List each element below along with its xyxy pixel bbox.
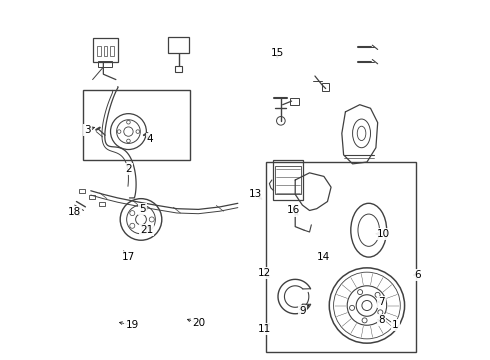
Text: 4: 4: [147, 134, 153, 144]
Bar: [175, 66, 182, 72]
Bar: [97, 45, 101, 56]
Text: 13: 13: [249, 189, 262, 199]
Text: 17: 17: [122, 252, 135, 262]
Bar: [93, 39, 118, 62]
Bar: [89, 195, 95, 199]
Text: 8: 8: [378, 315, 385, 325]
Text: 19: 19: [125, 320, 139, 330]
Text: 7: 7: [378, 297, 385, 307]
Text: 20: 20: [192, 319, 205, 328]
Text: 10: 10: [376, 229, 390, 239]
Bar: [275, 166, 300, 194]
Text: 15: 15: [270, 48, 284, 58]
Bar: [83, 90, 191, 160]
Bar: [79, 189, 85, 193]
Text: 18: 18: [68, 207, 81, 217]
Text: 16: 16: [287, 206, 300, 216]
Bar: [322, 83, 329, 91]
Text: 3: 3: [84, 125, 91, 135]
Text: 14: 14: [317, 252, 331, 262]
Text: 6: 6: [414, 270, 420, 280]
Bar: [266, 162, 416, 352]
Bar: [98, 61, 112, 67]
Bar: [99, 202, 105, 206]
Bar: [273, 160, 303, 200]
Bar: [290, 98, 299, 105]
Text: 5: 5: [140, 204, 146, 214]
Text: 1: 1: [392, 320, 399, 330]
Bar: [104, 45, 107, 56]
Text: 11: 11: [258, 324, 271, 334]
Text: 9: 9: [299, 306, 306, 316]
Bar: [168, 37, 190, 53]
Text: 12: 12: [258, 268, 271, 278]
Text: 21: 21: [140, 225, 153, 235]
Bar: [110, 45, 114, 56]
Text: 2: 2: [125, 164, 132, 174]
